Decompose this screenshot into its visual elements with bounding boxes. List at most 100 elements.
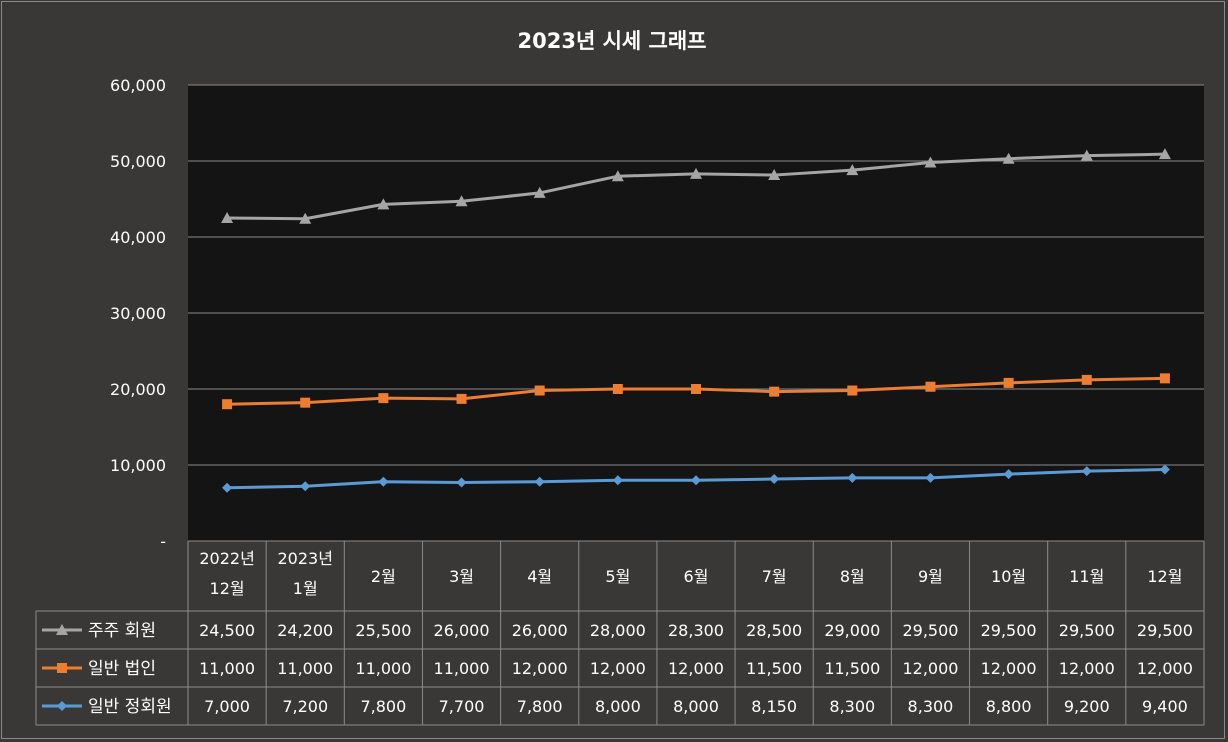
gridlines [188,84,1204,466]
legend-marker [57,663,67,673]
data-point [1158,148,1171,160]
data-point [611,170,624,182]
category-label: 7월 [762,567,787,586]
data-table-value: 7,800 [517,697,563,716]
data-table-value: 11,000 [199,659,255,678]
data-table-value: 12,000 [590,659,646,678]
data-point [768,169,781,181]
data-point [300,397,311,408]
data-table-value: 9,400 [1142,697,1188,716]
data-point [1081,466,1092,477]
data-table-value: 11,500 [824,659,880,678]
data-point [456,477,467,488]
data-point [222,482,233,493]
data-point [534,476,545,487]
legend-label: 일반 법인 [88,659,156,679]
data-table-value: 25,500 [355,621,411,640]
data-table-value: 12,000 [1059,659,1115,678]
category-label: 2월 [371,567,396,586]
data-point [222,399,233,410]
data-point [533,186,546,198]
y-tick-label: 60,000 [110,76,166,95]
category-label: 2023년 [278,549,333,568]
data-point [769,474,780,485]
y-tick-label: - [160,532,166,551]
series-lines [221,148,1171,493]
data-table-value: 29,500 [981,621,1037,640]
data-point [1003,469,1014,480]
data-table-value: 11,000 [434,659,490,678]
data-point [455,195,468,207]
data-table-value: 11,500 [746,659,802,678]
data-table-value: 29,000 [824,621,880,640]
category-label: 5월 [605,567,630,586]
data-table-value: 12,000 [512,659,568,678]
data-table-value: 28,300 [668,621,724,640]
y-tick-label: 10,000 [110,456,166,475]
data-point [612,475,623,486]
data-table-value: 29,500 [902,621,958,640]
data-point [925,381,936,392]
data-table-value: 7,200 [282,697,328,716]
data-table: 2022년 12월 2023년 1월 2월 3월 4월 5월 6월 7월 8월 9월 10월 11월 12월… [35,540,1205,726]
data-point [1159,373,1170,384]
category-label: 2022년 [199,549,254,568]
data-point [846,164,859,176]
data-table-value: 26,000 [434,621,490,640]
data-table-value: 8,000 [595,697,641,716]
data-table-value: 12,000 [981,659,1037,678]
data-point [299,212,312,224]
category-label: 9월 [918,567,943,586]
category-label: 10월 [991,567,1026,586]
data-table-value: 29,500 [1137,621,1193,640]
data-point [456,393,467,404]
data-point [1081,374,1092,385]
legend-marker [57,701,67,711]
y-tick-label: 40,000 [110,228,166,247]
category-label: 3월 [449,567,474,586]
category-label: 6월 [684,567,709,586]
data-point [612,384,623,394]
legend-marker [56,624,68,635]
data-point [691,384,701,394]
data-table-value: 7,800 [360,697,406,716]
y-axis: - 10,000 20,000 30,000 40,000 50,000 60,000 [110,76,166,551]
y-tick-label: 20,000 [110,380,166,399]
data-table-value: 8,000 [673,697,719,716]
data-point [1002,152,1015,164]
data-point [1159,464,1170,475]
data-point [690,167,702,179]
y-tick-label: 30,000 [110,304,166,323]
data-point [377,198,390,210]
data-point [534,385,545,396]
category-label: 8월 [840,567,865,586]
category-label: 12월 [210,579,245,598]
category-label: 4월 [527,567,552,586]
data-table-value: 8,150 [751,697,797,716]
legend-label: 일반 정회원 [88,697,172,717]
category-label: 1월 [293,579,318,598]
data-table-value: 29,500 [1059,621,1115,640]
data-table-value: 7,700 [439,697,485,716]
data-table-value: 7,000 [204,697,250,716]
data-table-value: 8,300 [829,697,875,716]
data-point [769,386,780,397]
chart-title: 2023년 시세 그래프 [518,29,707,53]
data-point [924,156,937,168]
legend-label: 주주 회원 [88,621,156,641]
data-point [378,393,389,404]
y-tick-label: 50,000 [110,152,166,171]
data-point [300,481,311,492]
data-table-value: 8,800 [986,697,1032,716]
data-table-value: 11,000 [277,659,333,678]
category-label: 11월 [1069,567,1104,586]
data-point [1003,377,1014,388]
data-point [221,212,234,223]
data-table-value: 8,300 [908,697,954,716]
data-table-value: 12,000 [902,659,958,678]
data-point [691,475,701,486]
data-point [378,476,389,487]
data-point [1080,149,1093,161]
